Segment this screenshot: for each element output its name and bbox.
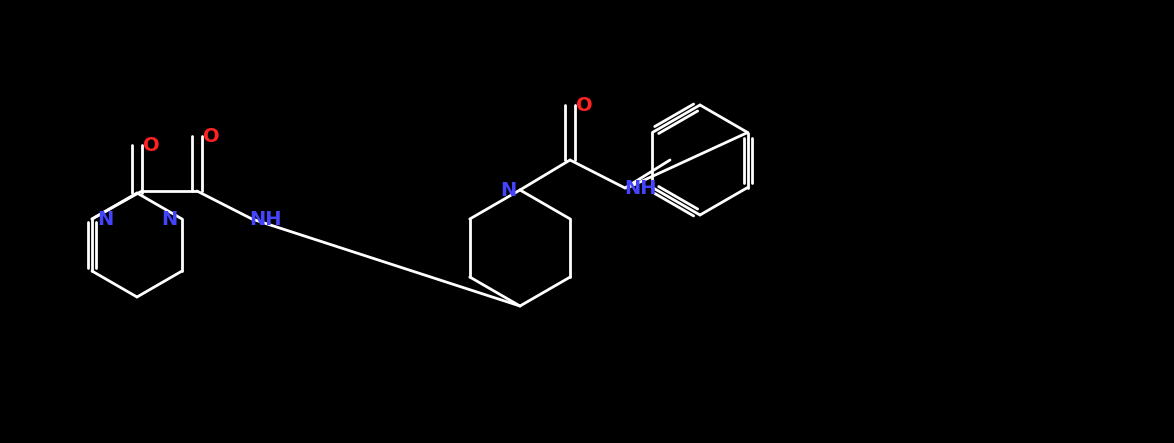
Text: O: O bbox=[203, 127, 220, 145]
Text: NH: NH bbox=[625, 179, 657, 198]
Text: N: N bbox=[500, 180, 517, 199]
Text: N: N bbox=[96, 210, 113, 229]
Text: O: O bbox=[575, 96, 593, 114]
Text: NH: NH bbox=[250, 210, 282, 229]
Text: O: O bbox=[143, 136, 160, 155]
Text: N: N bbox=[161, 210, 177, 229]
